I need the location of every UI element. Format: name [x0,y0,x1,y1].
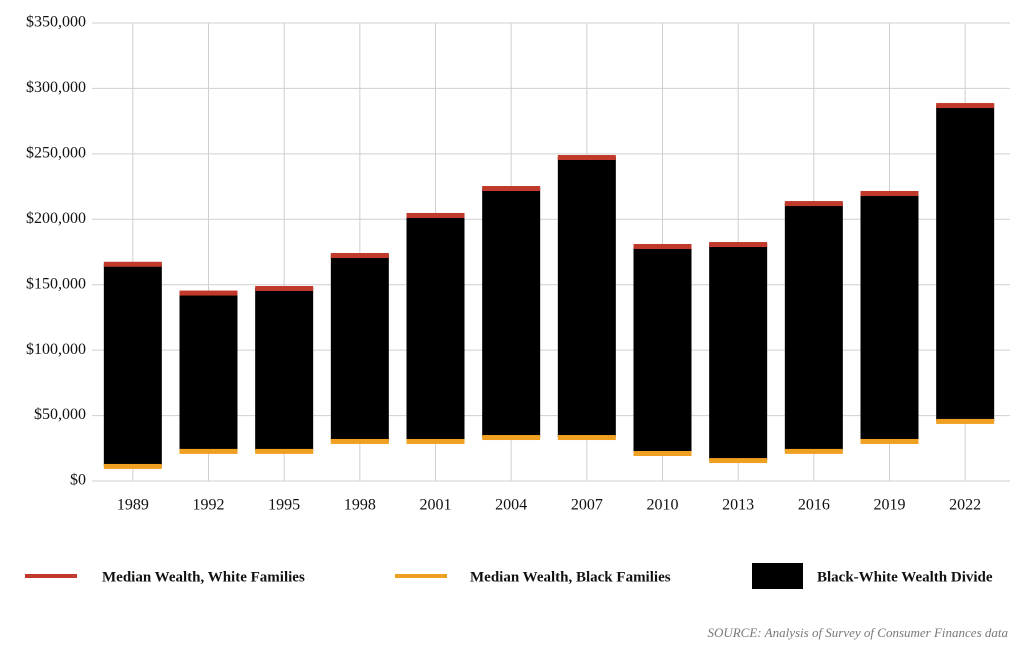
divide-bar [482,188,541,438]
black-wealth-marker [633,450,692,456]
legend-label: Median Wealth, Black Families [470,569,671,585]
x-tick-label: 2010 [647,497,679,514]
divide-bar [860,192,919,441]
divide-bar [709,244,768,461]
y-tick-label: $350,000 [26,14,86,31]
divide-bar [255,287,314,451]
black-wealth-marker [709,458,768,464]
black-wealth-marker [103,463,162,469]
x-tick-label: 2001 [420,497,452,514]
x-tick-label: 2013 [722,497,754,514]
x-tick-label: 1998 [344,497,376,514]
legend-swatch [395,574,447,578]
black-wealth-marker [557,435,616,441]
black-wealth-marker [255,448,314,454]
divide-bar [103,263,162,466]
white-wealth-marker [255,285,314,291]
x-tick-label: 2004 [495,497,527,514]
legend-label: Black-White Wealth Divide [817,569,993,585]
y-tick-label: $300,000 [26,79,86,96]
y-tick-label: $100,000 [26,341,86,358]
y-tick-label: $250,000 [26,145,86,162]
x-tick-label: 2019 [874,497,906,514]
divide-bar [179,292,238,451]
legend-swatch [25,574,77,578]
x-tick-label: 2016 [798,497,830,514]
divide-bar [557,156,616,438]
white-wealth-marker [709,242,768,248]
white-wealth-marker [860,190,919,196]
x-tick-label: 1989 [117,497,149,514]
divide-bar [406,214,465,441]
legend-label: Median Wealth, White Families [102,569,305,585]
white-wealth-marker [557,154,616,160]
x-tick-label: 2022 [949,497,981,514]
divide-bar [330,255,389,441]
y-tick-label: $150,000 [26,275,86,292]
divide-bar [936,105,995,421]
white-wealth-marker [406,212,465,218]
white-wealth-marker [330,253,389,259]
black-wealth-marker [179,448,238,454]
divide-bar [784,203,843,451]
y-tick-label: $0 [70,472,86,489]
black-wealth-marker [784,448,843,454]
white-wealth-marker [179,290,238,296]
white-wealth-marker [633,243,692,249]
black-wealth-marker [406,438,465,444]
white-wealth-marker [482,186,541,192]
divide-bar [633,245,692,453]
black-wealth-marker [860,438,919,444]
white-wealth-marker [784,201,843,207]
y-tick-label: $200,000 [26,210,86,227]
x-tick-label: 1992 [193,497,225,514]
legend-swatch [752,563,803,589]
black-wealth-marker [330,438,389,444]
white-wealth-marker [936,103,995,109]
y-tick-label: $50,000 [34,406,86,423]
x-tick-label: 2007 [571,497,603,514]
source-note: SOURCE: Analysis of Survey of Consumer F… [707,625,1008,640]
x-tick-label: 1995 [268,497,300,514]
black-wealth-marker [482,435,541,441]
white-wealth-marker [103,261,162,267]
black-wealth-marker [936,418,995,424]
